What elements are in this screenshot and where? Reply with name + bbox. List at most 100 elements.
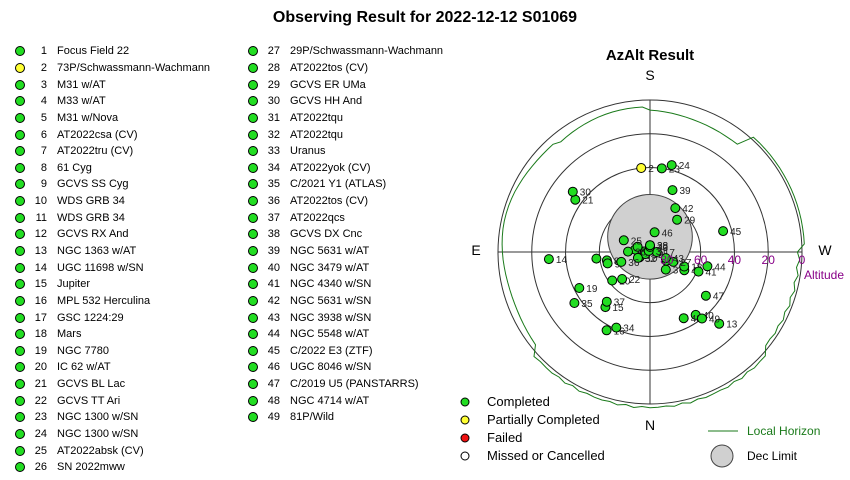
object-number: 15 bbox=[34, 278, 47, 291]
legend-swatch bbox=[460, 433, 470, 443]
object-list-item: 8 61 Cyg bbox=[15, 159, 210, 176]
data-point-label: 35 bbox=[581, 299, 593, 310]
object-name: UGC 11698 w/SN bbox=[57, 261, 144, 274]
object-name: Jupiter bbox=[57, 278, 91, 291]
object-name: NGC 5548 w/AT bbox=[290, 328, 370, 341]
compass-south: S bbox=[645, 67, 654, 83]
altitude-ring bbox=[497, 99, 803, 405]
status-dot bbox=[248, 212, 258, 223]
object-number: 43 bbox=[267, 311, 280, 324]
data-point bbox=[645, 240, 655, 251]
data-point bbox=[591, 253, 602, 264]
object-number: 7 bbox=[40, 145, 47, 158]
object-name: AT2022qcs bbox=[290, 211, 345, 224]
data-point-label: 23 bbox=[669, 164, 681, 175]
data-point bbox=[702, 261, 713, 272]
object-list-left: 1 Focus Field 22 2 73P/Schwassmann-Wachmann… bbox=[15, 43, 210, 476]
data-point-label: 43 bbox=[673, 254, 685, 265]
status-dot bbox=[15, 96, 25, 107]
data-point bbox=[602, 258, 613, 269]
object-name: NGC 7780 bbox=[57, 344, 109, 357]
object-number: 49 bbox=[267, 411, 280, 424]
object-number: 24 bbox=[34, 428, 47, 441]
object-list-item: 22 GCVS TT Ari bbox=[15, 392, 210, 409]
object-name: GCVS SS Cyg bbox=[57, 178, 129, 191]
status-dot bbox=[248, 196, 258, 207]
object-list-item: 43 NGC 3938 w/SN bbox=[248, 309, 443, 326]
object-name: C/2021 Y1 (ATLAS) bbox=[290, 178, 387, 191]
object-list-item: 45 C/2022 E3 (ZTF) bbox=[248, 343, 443, 360]
object-name: AT2022yok (CV) bbox=[290, 161, 371, 174]
data-point-label: 3 bbox=[673, 266, 679, 277]
object-name: AT2022tos (CV) bbox=[290, 61, 369, 74]
object-number: 5 bbox=[40, 111, 47, 124]
status-dot bbox=[248, 295, 258, 306]
status-dot bbox=[248, 112, 258, 123]
legend-label: Missed or Cancelled bbox=[487, 448, 605, 463]
data-point bbox=[670, 203, 681, 214]
status-dot bbox=[15, 62, 25, 73]
object-name: NGC 1300 w/SN bbox=[57, 428, 139, 441]
local-horizon-line bbox=[501, 106, 805, 409]
status-dot bbox=[248, 79, 258, 90]
data-point bbox=[618, 235, 629, 246]
data-point-label: 49 bbox=[709, 315, 721, 326]
data-point-label: 33 bbox=[657, 243, 669, 254]
object-name: M33 w/AT bbox=[57, 95, 106, 108]
object-name: WDS GRB 34 bbox=[57, 195, 125, 208]
data-point bbox=[632, 252, 643, 263]
object-name: 81P/Wild bbox=[290, 411, 335, 424]
object-name: IC 62 w/AT bbox=[57, 361, 111, 374]
object-list-item: 19 NGC 7780 bbox=[15, 343, 210, 360]
object-name: Mars bbox=[57, 328, 82, 341]
data-point-label: 32 bbox=[645, 254, 657, 265]
data-point bbox=[543, 254, 554, 265]
object-list-item: 3 M31 w/AT bbox=[15, 76, 210, 93]
altitude-ring bbox=[531, 133, 769, 371]
object-number: 44 bbox=[267, 328, 280, 341]
data-point bbox=[700, 290, 711, 301]
data-point bbox=[667, 185, 678, 196]
data-point-label: 14 bbox=[556, 255, 568, 266]
object-name: NGC 3938 w/SN bbox=[290, 311, 372, 324]
status-dot bbox=[248, 329, 258, 340]
object-name: C/2022 E3 (ZTF) bbox=[290, 344, 373, 357]
object-number: 22 bbox=[34, 394, 47, 407]
altitude-ring bbox=[565, 167, 735, 337]
object-list-item: 42 NGC 5631 w/SN bbox=[248, 293, 443, 310]
object-list-item: 14 UGC 11698 w/SN bbox=[15, 259, 210, 276]
object-name: GCVS BL Lac bbox=[57, 378, 126, 391]
object-name: NGC 4714 w/AT bbox=[290, 394, 370, 407]
object-list-item: 26 SN 2022mww bbox=[15, 459, 210, 476]
data-point bbox=[632, 241, 643, 252]
object-list-item: 24 NGC 1300 w/SN bbox=[15, 426, 210, 443]
object-name: AT2022absk (CV) bbox=[57, 444, 144, 457]
object-name: AT2022tos (CV) bbox=[290, 195, 369, 208]
status-dot bbox=[248, 129, 258, 140]
object-number: 12 bbox=[34, 228, 47, 241]
data-point-label: 39 bbox=[680, 186, 692, 197]
status-dot bbox=[15, 162, 25, 173]
compass-north: N bbox=[645, 417, 655, 433]
status-dot bbox=[248, 246, 258, 256]
status-dot bbox=[15, 329, 25, 340]
object-name: 61 Cyg bbox=[57, 161, 92, 174]
object-number: 3 bbox=[40, 78, 47, 91]
data-point bbox=[636, 163, 647, 173]
object-number: 32 bbox=[267, 128, 280, 141]
data-point-label: 13 bbox=[726, 320, 738, 331]
data-point bbox=[697, 313, 707, 324]
data-point-label: 36 bbox=[628, 258, 640, 269]
object-number: 31 bbox=[267, 111, 280, 124]
object-name: AT2022tqu bbox=[290, 111, 344, 124]
object-name: Uranus bbox=[290, 145, 326, 158]
object-number: 10 bbox=[34, 195, 47, 208]
legend-swatch bbox=[460, 397, 470, 407]
altitude-tick-label: 80 bbox=[660, 253, 674, 267]
object-number: 34 bbox=[267, 161, 280, 174]
status-dot bbox=[248, 312, 258, 323]
status-dot bbox=[15, 79, 25, 90]
status-dot bbox=[15, 196, 25, 207]
object-name: GCVS DX Cnc bbox=[290, 228, 363, 241]
object-list-item: 30 GCVS HH And bbox=[248, 93, 443, 110]
